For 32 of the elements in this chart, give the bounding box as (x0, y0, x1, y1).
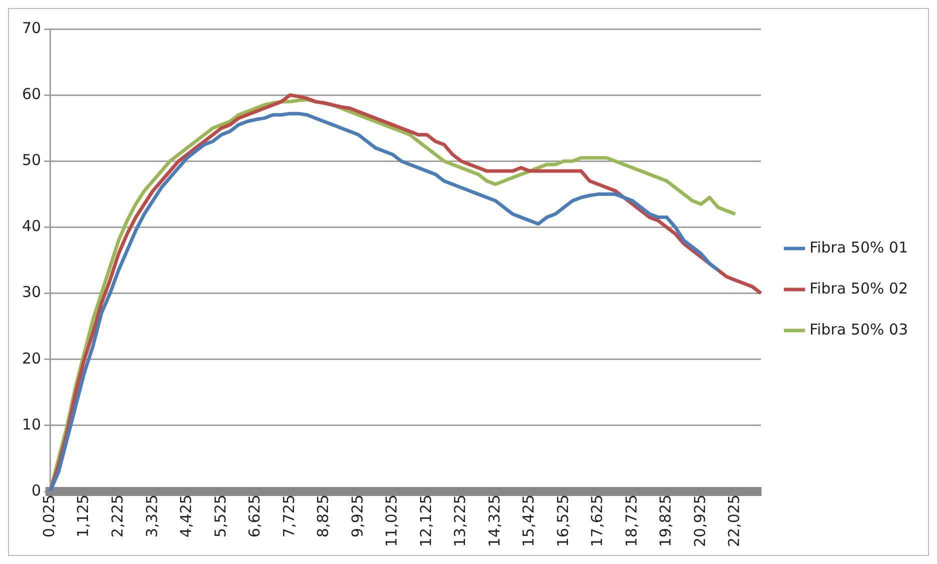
y-tick-label: 20 (22, 349, 42, 368)
x-tick-label: 12,125 (416, 494, 435, 548)
x-tick-label: 4,425 (177, 494, 196, 538)
x-tick-label: 14,325 (485, 494, 504, 548)
x-tick-label: 0,025 (40, 494, 58, 538)
y-tick-label: 70 (22, 18, 42, 37)
x-tick-label: 8,825 (314, 494, 332, 538)
y-tick-label: 10 (22, 415, 42, 434)
x-tick-label: 2,225 (108, 494, 126, 538)
x-tick-label: 5,525 (211, 494, 230, 538)
legend-label: Fibra 50% 03 (809, 320, 908, 338)
y-tick-label: 30 (22, 283, 42, 302)
x-tick-label: 18,725 (622, 494, 640, 548)
x-tick-label: 9,925 (348, 494, 366, 538)
x-tick-label: 11,025 (382, 494, 401, 548)
x-tick-label: 3,325 (142, 494, 161, 538)
x-tick-label: 7,725 (280, 494, 298, 538)
x-tick-label: 6,625 (246, 494, 264, 538)
y-tick-label: 40 (22, 217, 42, 236)
x-tick-label: 22,025 (725, 494, 744, 548)
y-tick-label: 60 (22, 84, 42, 103)
x-tick-label: 16,525 (554, 494, 572, 548)
x-tick-label: 1,125 (74, 494, 92, 538)
legend-label: Fibra 50% 02 (809, 279, 908, 298)
x-tick-label: 19,825 (656, 494, 675, 548)
y-tick-label: 50 (22, 151, 42, 170)
x-tick-label: 20,925 (690, 494, 709, 548)
legend-label: Fibra 50% 01 (809, 238, 908, 256)
x-tick-label: 17,625 (588, 494, 606, 548)
x-tick-label: 13,225 (451, 494, 470, 548)
x-tick-label: 15,425 (520, 494, 538, 548)
y-tick-label: 0 (32, 481, 42, 500)
